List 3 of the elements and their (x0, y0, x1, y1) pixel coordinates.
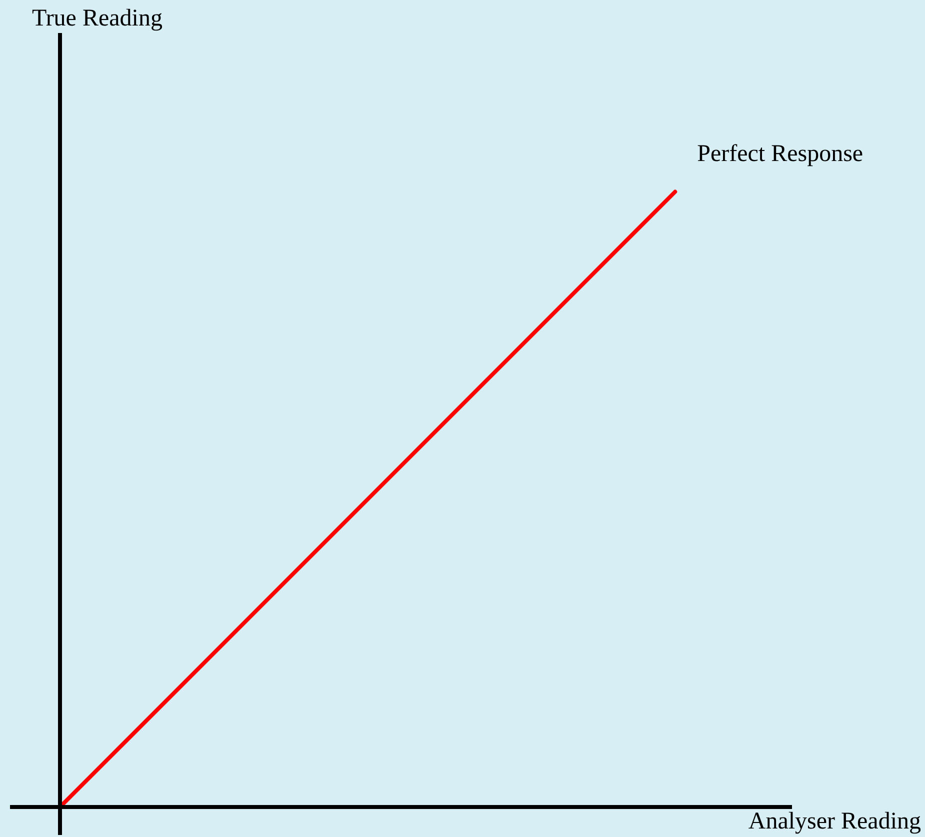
x-axis-title: Analyser Reading (748, 808, 921, 834)
series-label: Perfect Response (697, 141, 864, 168)
text: True Reading (32, 5, 162, 32)
